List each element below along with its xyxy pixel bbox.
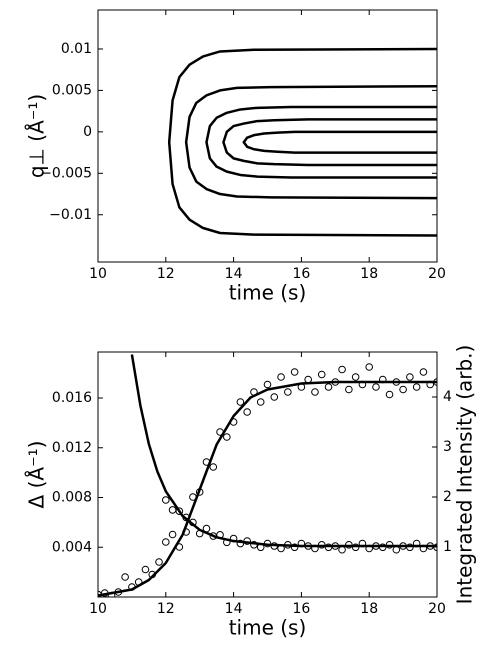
data-point	[399, 385, 407, 394]
plot-area	[98, 354, 437, 597]
x-tick-label: 18	[360, 266, 378, 282]
data-point	[392, 545, 401, 554]
data-point	[419, 368, 428, 376]
data-point	[168, 506, 177, 514]
data-point	[236, 398, 245, 406]
fit-line	[130, 354, 437, 548]
data-point	[365, 363, 374, 371]
fit-line	[205, 105, 437, 179]
y-tick-label: 0.005	[52, 82, 92, 98]
data-point	[311, 388, 319, 396]
data-point	[162, 538, 170, 546]
data-point	[351, 373, 360, 381]
plot-frame	[97, 9, 438, 263]
data-point	[406, 373, 414, 381]
plot-frame	[97, 351, 438, 598]
data-point	[263, 380, 272, 389]
x-axis-label: time (s)	[229, 281, 307, 305]
data-point	[338, 365, 346, 374]
x-tick-label: 14	[225, 601, 243, 617]
data-point	[162, 496, 170, 504]
y-tick-label: 0.016	[52, 390, 92, 406]
fit-line	[98, 380, 437, 597]
data-point	[121, 573, 129, 581]
x-tick-label: 10	[89, 601, 107, 617]
y-tick-label: 0.01	[61, 41, 92, 57]
y2-tick-label: 2	[443, 489, 452, 505]
data-point	[317, 370, 326, 379]
data-point	[141, 565, 150, 574]
data-point	[338, 545, 346, 554]
x-tick-label: 16	[292, 601, 310, 617]
data-point	[412, 383, 421, 391]
x-tick-label: 20	[428, 601, 446, 617]
data-point	[243, 408, 251, 416]
data-point	[155, 558, 163, 566]
data-point	[304, 375, 312, 384]
data-point	[324, 383, 333, 391]
y-tick-label: −0.005	[40, 165, 92, 181]
data-point	[372, 383, 380, 391]
x-tick-label: 12	[157, 601, 175, 617]
fit-line	[167, 47, 437, 237]
data-point	[345, 385, 353, 394]
fit-line	[184, 85, 437, 200]
y-tick-label: 0.012	[52, 440, 92, 456]
x-tick-label: 10	[89, 266, 107, 282]
x-tick-label: 14	[225, 266, 243, 282]
data-point	[385, 390, 394, 399]
y-axis-label: Δ (Å⁻¹)	[25, 441, 49, 509]
data-point	[256, 398, 265, 406]
y2-tick-label: 3	[443, 439, 452, 455]
y2-tick-label: 1	[443, 539, 452, 555]
x-tick-label: 16	[292, 266, 310, 282]
data-point	[175, 507, 184, 515]
y2-tick-label: 4	[443, 389, 452, 405]
data-point	[236, 539, 245, 548]
y2-axis-label: Integrated Intensity (arb.)	[453, 345, 477, 605]
y-tick-label: 0	[83, 124, 92, 140]
data-point	[209, 463, 218, 471]
fit-line	[242, 130, 437, 154]
data-point	[223, 433, 231, 441]
data-point	[168, 530, 177, 539]
y-axis-label: q⊥ (Å⁻¹)	[25, 94, 49, 178]
data-point	[277, 373, 285, 381]
x-tick-label: 18	[360, 601, 378, 617]
data-point	[290, 543, 299, 552]
y-tick-label: 0.004	[52, 539, 92, 555]
y-tick-label: 0.008	[52, 490, 92, 506]
y-tick-label: −0.01	[49, 207, 92, 223]
data-point	[270, 393, 279, 401]
fit-line	[222, 118, 437, 167]
data-point	[284, 388, 292, 396]
x-tick-label: 20	[428, 266, 446, 282]
x-axis-label: time (s)	[229, 616, 307, 640]
plot-area	[167, 47, 437, 237]
data-point	[290, 368, 299, 376]
x-tick-label: 12	[157, 266, 175, 282]
